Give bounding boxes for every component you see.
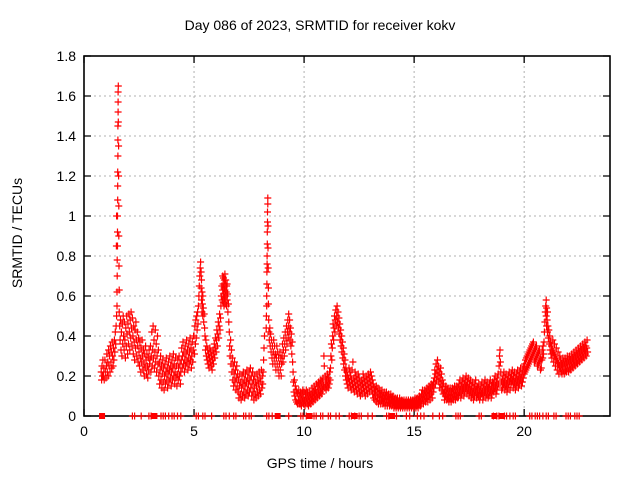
scatter-zero-square xyxy=(389,413,396,419)
scatter-zero-square xyxy=(306,413,313,419)
y-tick-label: 1 xyxy=(68,208,76,224)
scatter-zero-square xyxy=(351,413,358,419)
gridlines xyxy=(84,56,610,416)
scatter-points xyxy=(97,82,592,420)
y-tick-label: 1.4 xyxy=(56,128,76,144)
y-tick-label: 0.8 xyxy=(56,248,76,264)
chart-title: Day 086 of 2023, SRMTID for receiver kok… xyxy=(184,17,456,33)
y-tick-label: 1.8 xyxy=(56,48,76,64)
x-axis-label: GPS time / hours xyxy=(266,455,374,471)
scatter-zero-square xyxy=(491,413,498,419)
x-tick-label: 15 xyxy=(406,423,422,439)
x-tick-label: 5 xyxy=(190,423,198,439)
scatter-zero-square xyxy=(274,413,281,419)
y-tick-label: 0 xyxy=(68,408,76,424)
x-tick-label: 20 xyxy=(516,423,532,439)
y-tick-label: 0.2 xyxy=(56,368,76,384)
scatter-zero-square xyxy=(151,413,158,419)
y-tick-label: 0.4 xyxy=(56,328,76,344)
scatter-zero-square xyxy=(499,413,506,419)
y-tick-label: 1.6 xyxy=(56,88,76,104)
x-tick-label: 10 xyxy=(296,423,312,439)
y-tick-label: 1.2 xyxy=(56,168,76,184)
scatter-zero-square xyxy=(99,413,106,419)
y-tick-label: 0.6 xyxy=(56,288,76,304)
x-tick-label: 0 xyxy=(80,423,88,439)
